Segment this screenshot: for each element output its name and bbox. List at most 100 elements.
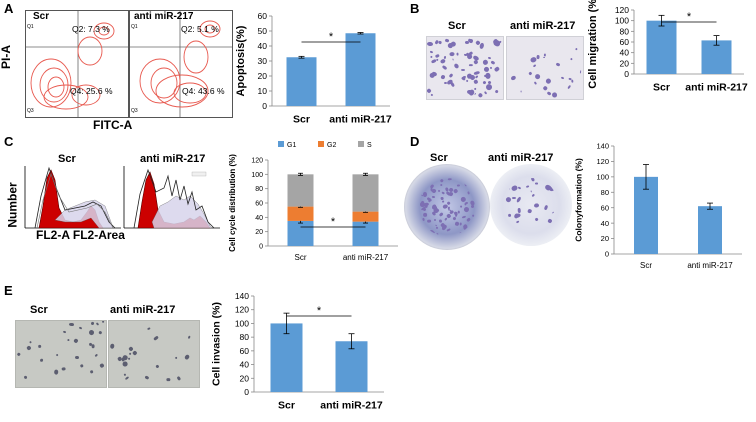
y-tick-label: 100 xyxy=(235,318,249,328)
cell-blob xyxy=(155,364,160,369)
cell-blob xyxy=(531,193,536,197)
y-tick-label: 120 xyxy=(596,157,609,166)
cell-blob xyxy=(555,62,560,67)
cell-blob xyxy=(434,53,440,58)
cell-blob xyxy=(447,228,452,232)
migration-image-anti xyxy=(506,36,584,100)
y-tick-label: 0 xyxy=(262,101,267,111)
legend-swatch xyxy=(358,141,364,147)
cell-blob xyxy=(534,182,538,185)
cell-blob xyxy=(435,226,439,230)
flow-scr-q4: Q4: 25.6 % xyxy=(70,86,113,96)
cell-blob xyxy=(545,78,553,86)
cell-blob xyxy=(490,60,496,65)
cell-blob xyxy=(453,188,459,194)
cell-blob xyxy=(439,178,445,183)
cell-blob xyxy=(128,357,131,361)
cell-blob xyxy=(467,178,471,183)
cell-blob xyxy=(461,215,466,219)
cell-blob xyxy=(98,330,102,334)
cell-blob xyxy=(441,200,445,204)
cell-blob xyxy=(129,352,132,356)
flow-anti-q4: Q4: 43.6 % xyxy=(182,86,225,96)
cell-blob xyxy=(457,210,461,215)
cell-blob xyxy=(526,185,530,188)
cell-blob xyxy=(460,205,463,209)
bar xyxy=(634,176,658,254)
cell-blob xyxy=(74,355,80,360)
cell-blob xyxy=(530,189,533,193)
histogram-ylabel: Number xyxy=(5,182,20,228)
cell-blob xyxy=(78,327,83,331)
x-tick-label: Scr xyxy=(640,261,652,270)
bar xyxy=(335,341,368,392)
y-tick-label: 0 xyxy=(244,387,249,397)
significance-star: * xyxy=(329,31,334,43)
cell-blob xyxy=(438,40,443,45)
cell-blob xyxy=(66,339,70,342)
cell-blob xyxy=(132,350,138,356)
cell-blob xyxy=(533,80,537,85)
cell-blob xyxy=(28,340,33,344)
y-axis-title: Colonyformation (%) xyxy=(574,158,584,242)
cell-blob xyxy=(441,64,448,71)
flow-anti-q3: Q3 xyxy=(131,108,138,114)
cell-blob xyxy=(560,76,565,80)
cell-blob xyxy=(421,217,425,221)
cell-blob xyxy=(533,202,539,208)
cell-blob xyxy=(123,373,127,377)
cell-blob xyxy=(37,345,41,349)
cell-blob xyxy=(440,74,446,80)
cell-blob xyxy=(459,222,462,226)
cell-blob xyxy=(99,363,106,369)
cell-blob xyxy=(537,55,541,60)
cell-blob xyxy=(441,191,445,195)
cell-blob xyxy=(96,322,100,326)
cell-blob xyxy=(527,208,533,214)
cell-blob xyxy=(494,89,499,94)
cell-blob xyxy=(448,191,454,197)
colony-scr-label: Scr xyxy=(430,152,448,164)
invasion-scr-label: Scr xyxy=(30,304,48,316)
bar-s xyxy=(287,174,314,207)
flow-anti-q2: Q2: 5.1 % xyxy=(181,24,219,34)
y-tick-label: 140 xyxy=(235,291,249,301)
cell-blob xyxy=(534,217,539,222)
cell-blob xyxy=(462,75,467,78)
y-tick-label: 20 xyxy=(258,71,268,81)
cell-blob xyxy=(570,79,574,83)
cell-blob xyxy=(508,214,512,218)
cell-blob xyxy=(475,74,479,79)
y-tick-label: 120 xyxy=(251,157,263,164)
cell-blob xyxy=(154,335,160,341)
cell-blob xyxy=(494,65,501,73)
flow-plot-scr xyxy=(25,10,129,118)
bar xyxy=(646,20,677,75)
cell-blob xyxy=(427,232,431,236)
cell-blob xyxy=(489,66,492,70)
bar xyxy=(286,57,317,106)
y-tick-label: 120 xyxy=(235,305,249,315)
y-tick-label: 30 xyxy=(258,56,268,66)
cell-blob xyxy=(483,90,488,95)
cell-blob xyxy=(517,207,521,213)
cell-blob xyxy=(440,184,443,187)
cell-blob xyxy=(62,366,67,371)
cell-blob xyxy=(520,90,522,93)
migration-image-scr xyxy=(426,36,504,100)
x-tick-label: Scr xyxy=(653,82,670,94)
flow-anti-label: anti miR-217 xyxy=(134,11,194,22)
flow-scr-q3: Q3 xyxy=(27,108,34,114)
y-tick-label: 20 xyxy=(240,373,250,383)
panel-letter-a: A xyxy=(4,1,14,16)
cell-blob xyxy=(448,51,455,57)
invasion-image-scr xyxy=(15,320,107,388)
y-tick-label: 10 xyxy=(258,86,268,96)
bar xyxy=(701,40,732,74)
cell-blob xyxy=(125,375,130,380)
y-tick-label: 0 xyxy=(624,69,629,79)
x-tick-label: anti miR-217 xyxy=(687,261,733,270)
y-tick-label: 100 xyxy=(615,16,629,26)
cell-blob xyxy=(144,375,150,380)
